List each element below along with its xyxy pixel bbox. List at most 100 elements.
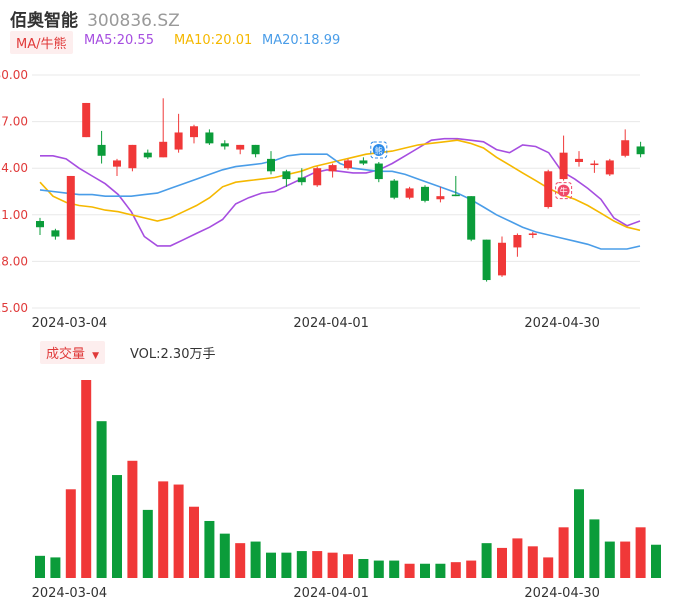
marker-glyph: 牛 <box>560 186 568 196</box>
price-axis-label: 27.00 <box>0 115 28 129</box>
volume-bar <box>204 520 215 578</box>
stock-header: 佰奥智能 300836.SZ <box>10 6 180 31</box>
marker-frame <box>370 141 388 159</box>
candle-body <box>205 132 214 144</box>
candle-body <box>451 194 460 197</box>
candle-body <box>159 141 168 158</box>
ma10-line <box>39 139 641 232</box>
candle-body <box>344 160 352 169</box>
candle-body <box>82 102 91 138</box>
candle-body <box>405 188 414 198</box>
volume-bar <box>574 489 584 578</box>
volume-bar <box>604 541 615 578</box>
ma20-line <box>39 153 641 250</box>
volume-bar <box>281 552 292 578</box>
candle-body <box>498 242 506 276</box>
candle-body <box>467 196 476 240</box>
candle-body <box>36 221 44 228</box>
volume-date-label: 2024-04-01 <box>293 586 369 601</box>
volume-bar <box>127 460 138 578</box>
candle-body <box>236 144 245 150</box>
volume-date-label: 2024-04-30 <box>524 586 600 601</box>
candle-body <box>559 152 568 180</box>
candle-body <box>267 158 275 172</box>
candle-body <box>359 160 368 164</box>
stock-code: 300836.SZ <box>87 11 180 31</box>
candle-body <box>251 144 260 155</box>
candle-body <box>282 171 291 180</box>
volume-bar <box>358 558 369 578</box>
volume-bar <box>219 533 230 578</box>
volume-bar <box>50 557 61 578</box>
candle-body <box>113 160 121 167</box>
volume-bar <box>250 541 261 578</box>
marker-dot <box>372 143 385 156</box>
volume-tab-label: 成交量 <box>46 347 86 362</box>
candle-body <box>328 165 337 172</box>
volume-bar <box>35 555 45 578</box>
volume-bar <box>635 527 646 578</box>
price-axis-label: 18.00 <box>0 254 28 268</box>
volume-bar <box>343 554 353 578</box>
bear-icon: 熊 <box>370 141 388 159</box>
volume-bar <box>81 380 92 578</box>
volume-bar <box>420 563 430 578</box>
volume-indicator-tab[interactable]: 成交量 ▼ <box>40 341 106 364</box>
volume-bar <box>112 475 122 578</box>
price-axis-label: 21.00 <box>0 208 28 222</box>
volume-bar <box>296 551 307 578</box>
volume-bar <box>235 543 246 578</box>
price-axis-label: 30.00 <box>0 68 28 82</box>
marker-dot <box>557 184 570 197</box>
candle-body <box>590 163 599 166</box>
volume-bar <box>158 481 169 578</box>
candle-body <box>190 126 198 138</box>
volume-bar <box>527 546 538 578</box>
volume-bar <box>589 519 600 578</box>
volume-bar <box>404 563 415 578</box>
volume-bar <box>450 562 461 578</box>
volume-bar <box>312 551 323 578</box>
candle-body <box>297 177 306 183</box>
volume-bar <box>620 541 631 578</box>
candle-body <box>66 175 75 240</box>
volume-bar <box>543 557 554 578</box>
ma10-label: MA10:20.01 <box>174 33 253 48</box>
candle-body <box>174 132 183 150</box>
bull-icon: 牛 <box>555 182 573 200</box>
volume-bar <box>435 563 446 578</box>
caret-down-icon: ▼ <box>92 351 100 361</box>
price-axis-label: 24.00 <box>0 161 28 175</box>
candle-body <box>621 140 630 156</box>
candle-body <box>436 196 445 200</box>
volume-bar <box>466 560 477 578</box>
candle-body <box>544 171 553 208</box>
stock-name: 佰奥智能 <box>10 11 78 31</box>
candle-body <box>390 180 399 198</box>
volume-bar <box>373 560 384 578</box>
candle-body <box>636 146 645 155</box>
price-date-label: 2024-04-30 <box>524 316 600 331</box>
candle-body <box>605 160 614 175</box>
volume-value-label: VOL:2.30万手 <box>130 347 216 362</box>
volume-bar <box>497 547 507 578</box>
volume-bar <box>266 552 276 578</box>
ma-indicator-tab[interactable]: MA/牛熊 <box>10 31 73 54</box>
ma20-label: MA20:18.99 <box>262 33 341 48</box>
price-date-label: 2024-03-04 <box>32 316 108 331</box>
candle-body <box>313 168 322 186</box>
marker-frame <box>555 182 573 200</box>
candle-body <box>97 144 106 156</box>
volume-bar <box>96 421 107 578</box>
volume-bar <box>142 509 153 578</box>
ma5-line <box>40 137 641 247</box>
candle-body <box>575 158 583 162</box>
candle-body <box>513 234 522 248</box>
candle-body <box>482 239 491 281</box>
candle-body <box>374 163 383 180</box>
volume-bar <box>389 560 400 578</box>
volume-bar <box>481 543 492 578</box>
candle-body <box>528 233 537 235</box>
volume-bar <box>558 527 569 578</box>
